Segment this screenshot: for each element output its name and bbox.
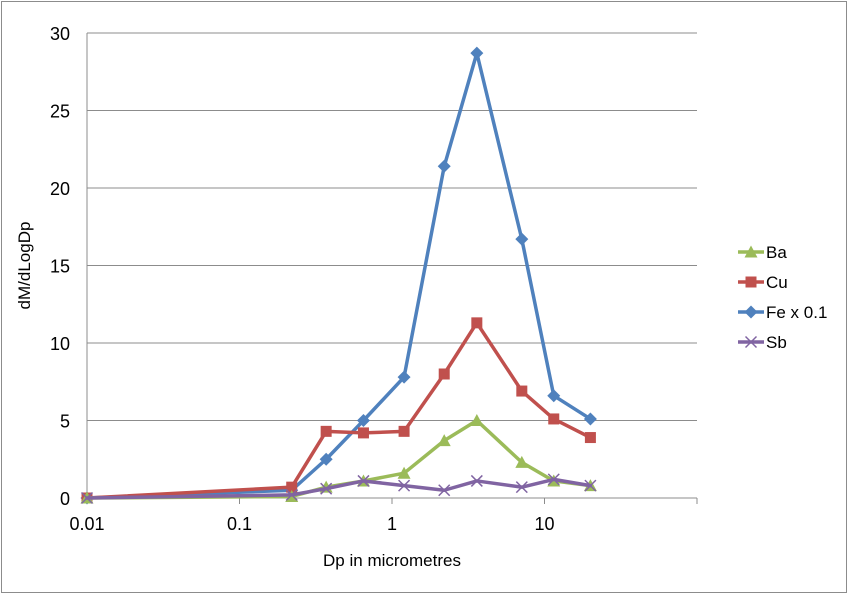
data-point-ba xyxy=(437,434,451,447)
data-point-cu xyxy=(398,425,410,437)
data-point-fe-x-0-1 xyxy=(356,414,370,427)
x-axis-label: Dp in micrometres xyxy=(323,551,461,570)
x-tick-label: 0.01 xyxy=(69,514,104,534)
data-point-cu xyxy=(471,317,483,329)
marker-stroke xyxy=(320,482,333,495)
marker-stroke xyxy=(398,479,411,492)
legend-label: Cu xyxy=(766,273,788,292)
legend-marker xyxy=(744,245,758,258)
data-point-cu xyxy=(286,481,298,493)
y-tick-label: 30 xyxy=(50,24,70,44)
marker-stroke xyxy=(80,491,94,505)
marker-stroke xyxy=(285,488,298,501)
y-tick-label: 15 xyxy=(50,257,70,277)
grid-layer xyxy=(87,32,697,421)
x-tick-label: 10 xyxy=(534,514,554,534)
series-line-sb xyxy=(85,477,593,500)
data-point-fe-x-0-1 xyxy=(547,389,561,403)
legend-marker xyxy=(744,335,758,349)
legend: Ba Cu Fe x 0.1 Sb xyxy=(738,243,827,352)
data-point-cu xyxy=(548,413,560,425)
data-point-sb xyxy=(357,474,370,487)
data-point-fe-x-0-1 xyxy=(470,46,484,60)
data-point-ba xyxy=(397,466,411,479)
series-sb xyxy=(80,473,597,505)
marker-stroke xyxy=(357,474,370,487)
y-axis-label: dM/dLogDp xyxy=(15,222,34,310)
y-tick-label: 25 xyxy=(50,102,70,122)
series-cu xyxy=(81,317,596,504)
legend-entry-cu: Cu xyxy=(738,273,788,292)
data-point-ba xyxy=(515,455,529,468)
series-layer xyxy=(80,46,597,505)
marker-stroke xyxy=(515,481,528,494)
y-tick-label: 0 xyxy=(60,489,70,509)
y-tick-label: 20 xyxy=(50,179,70,199)
x-tick-label: 1 xyxy=(387,514,397,534)
y-tick-label: 10 xyxy=(50,334,70,354)
legend-marker xyxy=(745,276,757,288)
marker-stroke xyxy=(547,473,560,486)
marker-stroke xyxy=(470,474,483,487)
x-tick-label: 0.1 xyxy=(227,514,252,534)
data-point-fe-x-0-1 xyxy=(397,370,411,384)
marker-stroke xyxy=(438,484,451,497)
data-point-sb xyxy=(398,479,411,492)
data-point-sb xyxy=(515,481,528,494)
legend-label: Ba xyxy=(766,243,787,262)
axes-layer: 0 5 10 15 20 25 30 0.01 0.1 1 10 xyxy=(50,24,698,534)
data-point-sb xyxy=(470,474,483,487)
series-fe-x-0-1 xyxy=(80,46,597,505)
data-point-ba xyxy=(470,414,484,426)
data-point-sb xyxy=(285,488,298,501)
data-point-sb xyxy=(584,479,597,492)
data-point-fe-x-0-1 xyxy=(583,412,597,426)
marker-stroke xyxy=(744,335,758,349)
marker-stroke xyxy=(584,479,597,492)
legend-entry-ba: Ba xyxy=(738,243,787,262)
data-point-cu xyxy=(516,385,528,397)
data-point-fe-x-0-1 xyxy=(319,452,333,466)
data-point-cu xyxy=(357,427,369,439)
legend-entry-fe-x-0-1: Fe x 0.1 xyxy=(738,303,827,322)
legend-marker xyxy=(744,305,758,319)
data-point-cu xyxy=(320,425,332,437)
y-tick-label: 5 xyxy=(60,412,70,432)
data-point-sb xyxy=(547,473,560,486)
data-point-cu xyxy=(438,368,450,380)
data-point-sb xyxy=(320,482,333,495)
series-line-cu xyxy=(85,321,593,500)
data-point-fe-x-0-1 xyxy=(515,232,529,246)
legend-label: Sb xyxy=(766,333,787,352)
data-point-sb xyxy=(438,484,451,497)
data-point-sb xyxy=(80,491,94,505)
data-point-cu xyxy=(584,432,596,444)
legend-label: Fe x 0.1 xyxy=(766,303,827,322)
legend-entry-sb: Sb xyxy=(738,333,787,352)
series-line-fe-x-0-1 xyxy=(85,51,593,500)
data-point-fe-x-0-1 xyxy=(437,159,451,173)
